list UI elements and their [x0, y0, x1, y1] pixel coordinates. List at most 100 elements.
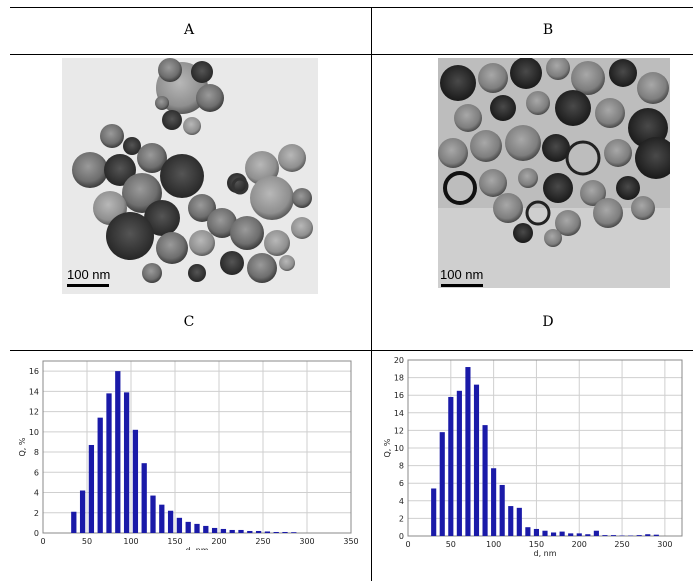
- histogram-bar: [516, 507, 522, 536]
- histogram-c: 0 50 100 150 200 250 300 350 0 2 4 6 8 10 12 14 16 d, nm Q…: [18, 360, 359, 550]
- histogram-bar: [636, 535, 642, 536]
- histogram-bar: [431, 488, 437, 536]
- scale-label-b: 100 nm: [440, 267, 484, 282]
- y-tick-label: 18: [394, 374, 404, 383]
- histogram-bar: [264, 531, 271, 533]
- particle-cluster-a: [72, 58, 313, 283]
- x-tick-label: 150: [529, 540, 544, 549]
- scale-label-a: 100 nm: [67, 267, 111, 282]
- histogram-d: 0 50 100 150 200 250 300 0 2 4 6 8 10 12 14 16 18 20 d, nm…: [383, 356, 683, 558]
- y-tick-label: 0: [399, 532, 404, 541]
- histogram-bar: [482, 425, 488, 536]
- histogram-bar: [159, 504, 165, 533]
- table-row-divider: [10, 350, 693, 351]
- y-tick-label: 8: [399, 462, 404, 471]
- histogram-bar: [150, 495, 156, 533]
- y-tick-label: 4: [399, 497, 404, 506]
- histogram-bar: [602, 535, 608, 536]
- histogram-bar: [194, 523, 200, 533]
- y-tick-label: 10: [29, 428, 39, 437]
- tem-image-b: [438, 58, 670, 288]
- histogram-bar: [97, 417, 103, 533]
- x-axis-label: d, nm: [185, 546, 208, 550]
- histogram-bar: [508, 506, 514, 536]
- x-tick-label: 150: [167, 537, 182, 546]
- y-tick-label: 0: [34, 529, 39, 538]
- panel-label-b: B: [542, 22, 554, 38]
- y-tick-label: 14: [394, 409, 404, 418]
- histogram-bar: [593, 530, 599, 536]
- histogram-bar: [141, 463, 147, 533]
- x-tick-label: 250: [614, 540, 629, 549]
- y-tick-label: 12: [394, 426, 404, 435]
- histogram-bar: [238, 529, 244, 533]
- x-tick-label: 250: [255, 537, 270, 546]
- y-tick-label: 2: [399, 514, 404, 523]
- x-tick-label: 0: [405, 540, 410, 549]
- histogram-bar: [533, 528, 540, 536]
- tem-micrograph-b: 100 nm: [438, 58, 670, 288]
- y-tick-label: 6: [399, 479, 404, 488]
- histogram-bar: [448, 396, 454, 536]
- histogram-bar: [499, 484, 505, 536]
- x-tick-label: 100: [123, 537, 138, 546]
- histogram-bar: [559, 531, 565, 536]
- histogram-bar: [185, 521, 191, 533]
- scale-bar-a: [67, 284, 109, 287]
- histogram-bar: [273, 531, 279, 533]
- particle-cluster-b: [438, 58, 670, 247]
- histogram-bar: [550, 532, 557, 536]
- histogram-bar: [255, 530, 262, 533]
- histogram-bar: [653, 534, 659, 536]
- x-axis-label: d, nm: [533, 549, 556, 558]
- scale-bar-b: [441, 284, 483, 287]
- histogram-bar: [106, 393, 112, 533]
- histogram-bar: [282, 531, 288, 533]
- y-tick-label: 8: [34, 448, 39, 457]
- y-axis-label: Q, %: [383, 438, 392, 457]
- x-tick-label: 50: [82, 537, 92, 546]
- y-tick-label: 16: [394, 391, 404, 400]
- y-axis-label: Q, %: [18, 437, 27, 456]
- histogram-bar: [123, 392, 130, 533]
- histogram-bar: [576, 533, 582, 536]
- histogram-bar: [465, 367, 471, 536]
- table-top-border: [10, 7, 693, 8]
- histogram-bar: [247, 530, 253, 533]
- y-tick-label: 2: [34, 509, 39, 518]
- histogram-bar: [525, 527, 531, 536]
- histogram-bar: [88, 444, 95, 533]
- panel-label-a: A: [183, 22, 195, 38]
- x-tick-label: 0: [40, 537, 45, 546]
- histogram-bar: [473, 384, 480, 536]
- x-tick-label: 200: [572, 540, 587, 549]
- histogram-bar: [167, 510, 174, 533]
- histogram-bar: [568, 533, 574, 536]
- y-tick-label: 6: [34, 468, 39, 477]
- y-tick-label: 14: [29, 387, 39, 396]
- x-tick-label: 100: [486, 540, 501, 549]
- y-tick-label: 16: [29, 367, 39, 376]
- histogram-bar: [79, 490, 86, 533]
- table-header-divider: [10, 54, 693, 55]
- x-tick-label: 300: [299, 537, 314, 546]
- histogram-bar: [456, 390, 462, 536]
- x-tick-label: 50: [446, 540, 456, 549]
- x-tick-label: 200: [211, 537, 226, 546]
- histogram-bar: [291, 532, 297, 533]
- histogram-bar: [645, 534, 651, 536]
- histogram-bar: [585, 534, 591, 536]
- tem-micrograph-a: 100 nm: [62, 58, 318, 294]
- histogram-bar: [491, 468, 497, 536]
- histogram-bar: [203, 525, 209, 533]
- x-tick-label: 300: [657, 540, 672, 549]
- tem-image-a: [62, 58, 318, 294]
- histogram-bar: [229, 529, 235, 533]
- histogram-bar: [542, 530, 548, 536]
- x-tick-label: 350: [343, 537, 358, 546]
- histogram-bar: [610, 535, 617, 536]
- y-tick-label: 12: [29, 408, 39, 417]
- panel-label-d: D: [542, 314, 554, 330]
- histogram-bar: [211, 527, 218, 533]
- histogram-bar: [439, 432, 445, 536]
